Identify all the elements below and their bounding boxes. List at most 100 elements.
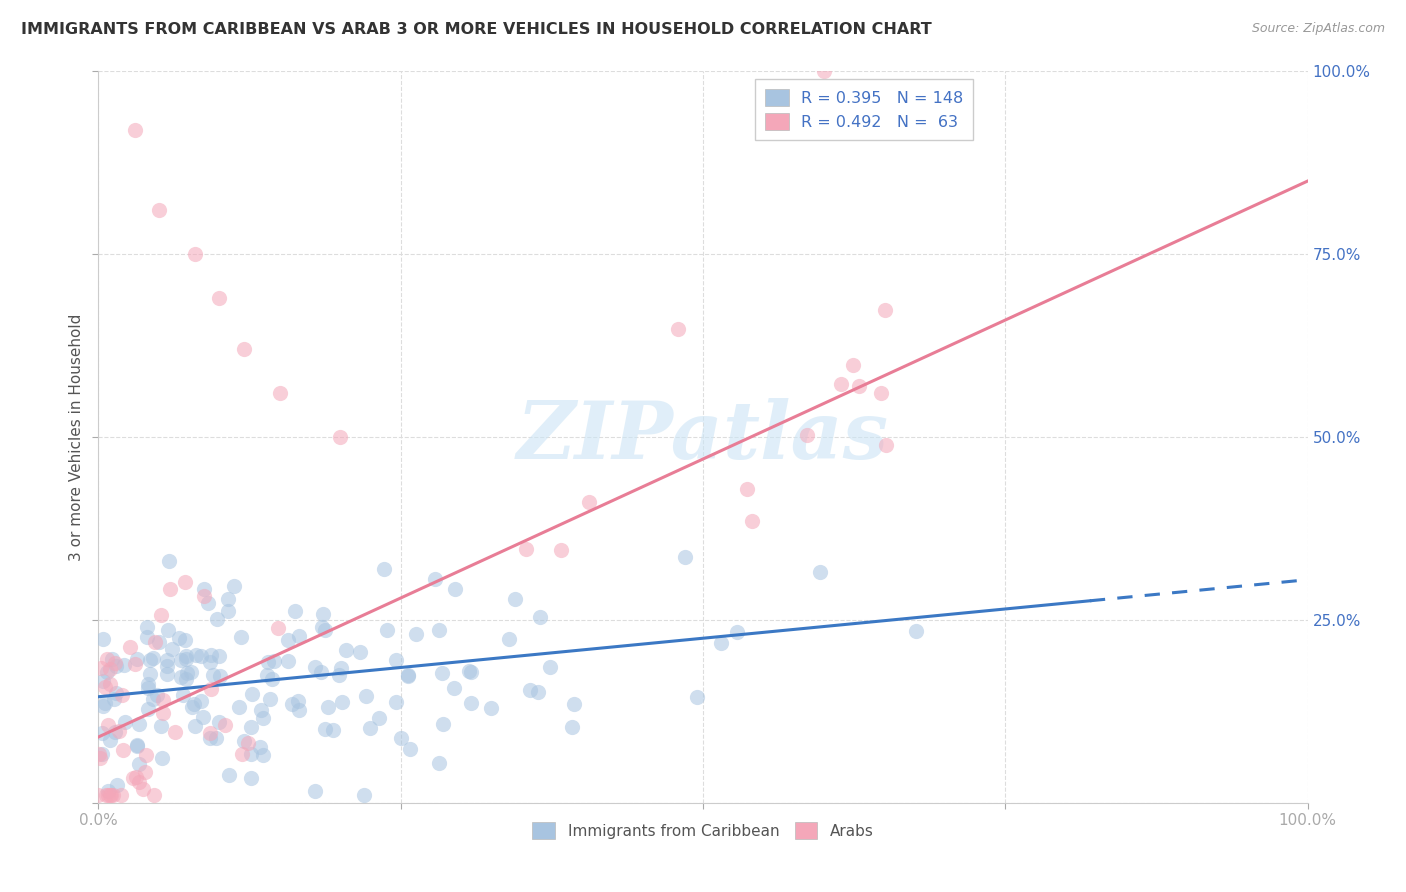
Point: [146, 688, 169, 702]
Point: [124, 123, 146, 137]
Point: [429, 756, 451, 771]
Point: [142, 691, 165, 706]
Point: [190, 648, 212, 663]
Point: [527, 685, 550, 699]
Point: [136, 677, 159, 691]
Point: [330, 661, 353, 675]
Point: [354, 689, 377, 703]
Text: Source: ZipAtlas.com: Source: ZipAtlas.com: [1251, 22, 1385, 36]
Point: [284, 604, 307, 618]
Point: [209, 668, 232, 682]
Point: [127, 651, 149, 665]
Point: [830, 377, 852, 392]
Point: [149, 719, 172, 733]
Point: [311, 665, 333, 679]
Legend: Immigrants from Caribbean, Arabs: Immigrants from Caribbean, Arabs: [524, 814, 882, 847]
Point: [208, 291, 231, 305]
Point: [252, 747, 274, 762]
Point: [104, 656, 127, 670]
Point: [100, 662, 122, 676]
Point: [256, 667, 278, 681]
Point: [217, 592, 239, 607]
Point: [385, 652, 408, 666]
Point: [193, 589, 215, 603]
Point: [444, 582, 467, 596]
Point: [281, 697, 304, 711]
Point: [249, 703, 271, 717]
Point: [91, 674, 114, 689]
Point: [174, 672, 197, 686]
Point: [91, 698, 114, 713]
Point: [98, 788, 121, 802]
Point: [184, 247, 207, 261]
Point: [103, 692, 125, 706]
Point: [277, 633, 299, 648]
Point: [159, 582, 181, 596]
Point: [138, 702, 160, 716]
Point: [205, 731, 228, 745]
Point: [673, 550, 696, 565]
Point: [174, 649, 197, 664]
Point: [796, 428, 818, 442]
Point: [314, 722, 336, 736]
Point: [87, 789, 110, 803]
Point: [269, 386, 291, 401]
Point: [135, 620, 157, 634]
Point: [101, 789, 124, 803]
Text: ZIPatlas: ZIPatlas: [517, 399, 889, 475]
Point: [396, 669, 419, 683]
Point: [110, 789, 132, 803]
Point: [107, 723, 129, 738]
Point: [304, 784, 326, 798]
Point: [156, 653, 179, 667]
Point: [519, 682, 541, 697]
Point: [124, 657, 146, 671]
Point: [443, 681, 465, 695]
Point: [181, 700, 204, 714]
Point: [458, 665, 481, 679]
Point: [405, 626, 427, 640]
Point: [183, 697, 205, 711]
Point: [238, 736, 260, 750]
Point: [112, 742, 135, 756]
Point: [710, 635, 733, 649]
Point: [813, 64, 835, 78]
Point: [311, 620, 333, 634]
Point: [197, 596, 219, 610]
Point: [217, 604, 239, 618]
Y-axis label: 3 or more Vehicles in Household: 3 or more Vehicles in Household: [69, 313, 84, 561]
Point: [105, 779, 128, 793]
Point: [259, 692, 281, 706]
Point: [132, 782, 155, 797]
Point: [904, 624, 927, 638]
Point: [432, 665, 454, 680]
Point: [205, 612, 228, 626]
Point: [142, 650, 165, 665]
Point: [135, 748, 157, 763]
Point: [143, 635, 166, 649]
Point: [353, 789, 375, 803]
Point: [312, 607, 335, 621]
Point: [148, 203, 170, 218]
Point: [172, 688, 194, 702]
Point: [180, 665, 202, 679]
Point: [105, 686, 128, 700]
Point: [91, 747, 114, 762]
Point: [368, 711, 391, 725]
Point: [252, 711, 274, 725]
Point: [139, 666, 162, 681]
Point: [263, 654, 285, 668]
Point: [174, 575, 197, 590]
Point: [222, 579, 245, 593]
Point: [208, 648, 231, 663]
Point: [287, 694, 309, 708]
Point: [498, 632, 520, 646]
Point: [97, 789, 120, 803]
Point: [134, 764, 156, 779]
Point: [136, 630, 159, 644]
Point: [191, 709, 214, 723]
Point: [239, 720, 262, 734]
Point: [98, 676, 121, 690]
Point: [101, 652, 124, 666]
Point: [329, 430, 352, 444]
